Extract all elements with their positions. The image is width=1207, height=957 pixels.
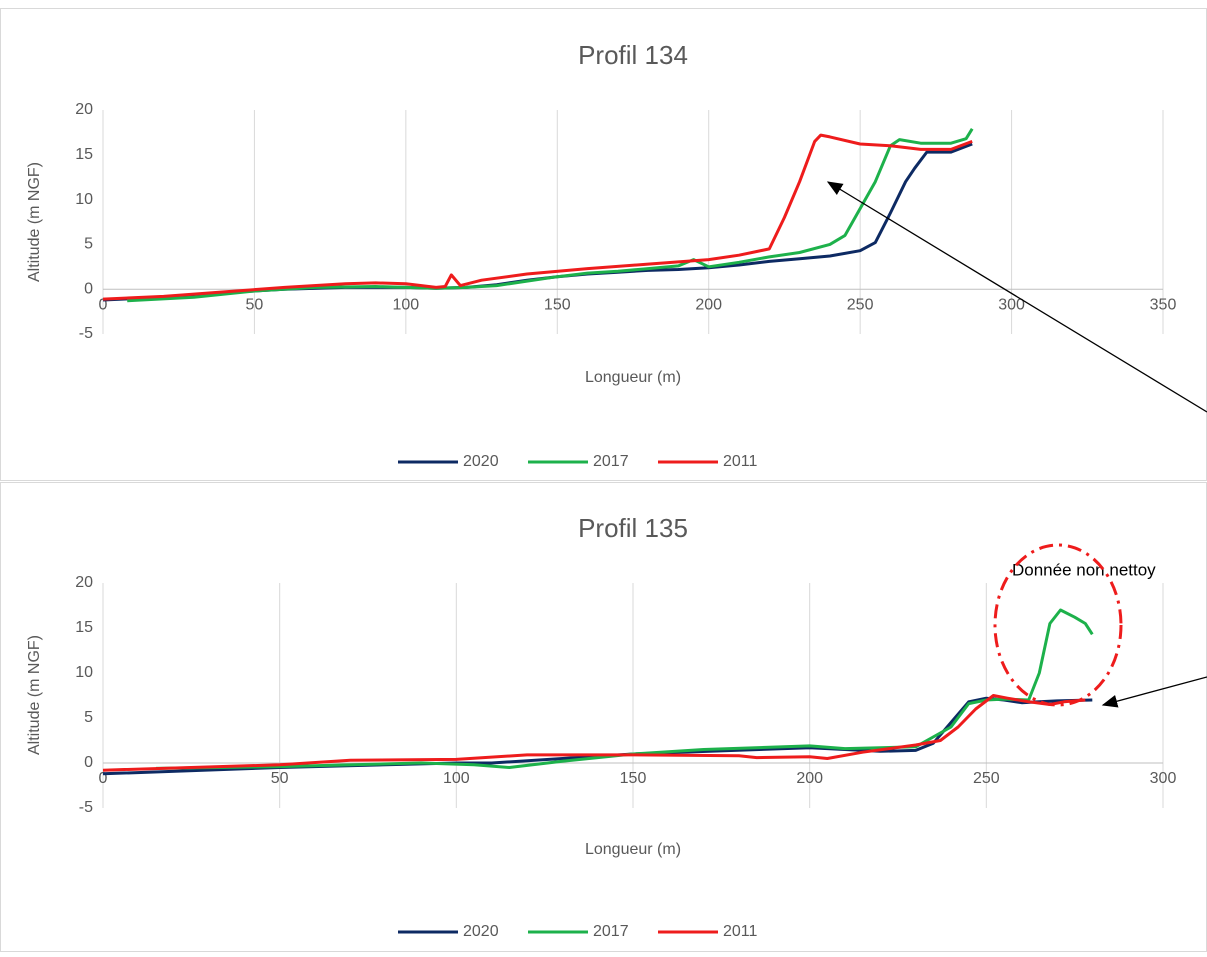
data-line xyxy=(102,694,1086,772)
x-tick-label: 150 xyxy=(544,296,571,313)
legend-label: 2011 xyxy=(723,453,758,470)
x-tick-label: 0 xyxy=(99,770,108,787)
y-tick-label: 15 xyxy=(75,619,93,636)
y-tick-label: -5 xyxy=(79,325,93,342)
x-tick-label: 250 xyxy=(847,296,874,313)
x-tick-label: 300 xyxy=(998,296,1025,313)
x-tick-label: 100 xyxy=(393,296,420,313)
legend-label: 2020 xyxy=(463,453,499,470)
y-tick-label: 10 xyxy=(75,191,93,208)
x-tick-label: 50 xyxy=(271,770,289,787)
x-tick-label: 250 xyxy=(973,770,1000,787)
annotation: Donnée non nettoy xyxy=(1012,560,1156,579)
legend-label: 2017 xyxy=(593,453,629,470)
y-tick-label: 20 xyxy=(75,101,93,118)
highlight-ellipse xyxy=(993,543,1123,707)
x-axis-label: Longueur (m) xyxy=(585,369,681,386)
x-tick-label: 350 xyxy=(1150,296,1177,313)
y-axis-label: Altitude (m NGF) xyxy=(26,635,43,755)
legend-label: 2017 xyxy=(593,923,629,940)
x-tick-label: 300 xyxy=(1150,770,1177,787)
x-axis-label: Longueur (m) xyxy=(585,841,681,858)
chart-title: Profil 135 xyxy=(578,513,688,543)
panel-border xyxy=(0,8,1207,481)
y-tick-label: -5 xyxy=(79,799,93,816)
legend-label: 2011 xyxy=(723,923,758,940)
legend-label: 2020 xyxy=(463,923,499,940)
y-tick-label: 0 xyxy=(84,280,93,297)
x-tick-label: 150 xyxy=(620,770,647,787)
data-line xyxy=(102,133,973,301)
y-axis-label: Altitude (m NGF) xyxy=(26,162,43,282)
y-tick-label: 5 xyxy=(84,709,93,726)
arrow xyxy=(826,181,1207,413)
x-tick-label: 0 xyxy=(99,296,108,313)
x-tick-label: 100 xyxy=(443,770,470,787)
y-tick-label: 20 xyxy=(75,574,93,591)
y-tick-label: 5 xyxy=(84,236,93,253)
arrow xyxy=(1101,676,1207,708)
y-tick-label: 15 xyxy=(75,146,93,163)
x-tick-label: 200 xyxy=(796,770,823,787)
chart: Profil 135 Longueur (m) Altitude (m NGF) 0 5… xyxy=(26,513,1176,940)
data-line xyxy=(102,142,973,302)
data-line xyxy=(155,608,1094,770)
x-tick-label: 200 xyxy=(695,296,722,313)
y-tick-label: 10 xyxy=(75,664,93,681)
y-tick-label: 0 xyxy=(84,754,93,771)
panel-border xyxy=(0,482,1207,952)
x-tick-label: 50 xyxy=(246,296,264,313)
chart: Profil 134 Longueur (m) Altitude (m NGF) 0 5… xyxy=(26,40,1176,470)
chart-title: Profil 134 xyxy=(578,40,688,70)
